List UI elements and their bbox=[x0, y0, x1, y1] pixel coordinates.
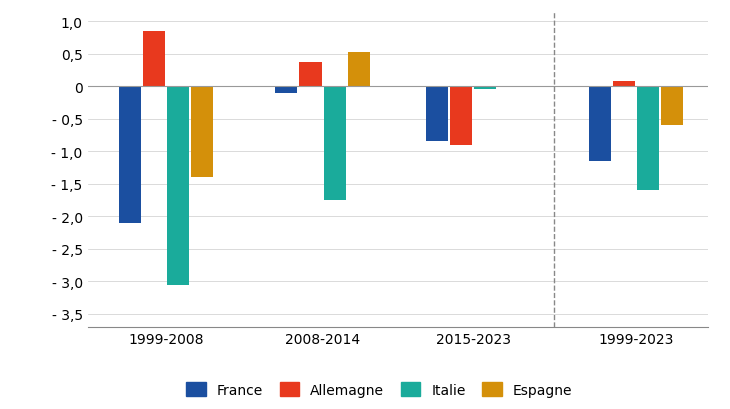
Bar bbox=[498, 87, 520, 88]
Bar bbox=[426, 87, 448, 142]
Bar bbox=[323, 87, 346, 200]
Bar bbox=[299, 63, 322, 87]
Bar bbox=[275, 87, 298, 93]
Legend: France, Allemagne, Italie, Espagne: France, Allemagne, Italie, Espagne bbox=[180, 377, 578, 402]
Bar bbox=[143, 32, 165, 87]
Bar bbox=[612, 82, 635, 87]
Bar bbox=[661, 87, 683, 126]
Bar bbox=[588, 87, 611, 162]
Bar bbox=[637, 87, 659, 191]
Bar bbox=[119, 87, 141, 223]
Bar bbox=[191, 87, 213, 178]
Bar bbox=[167, 87, 189, 285]
Bar bbox=[347, 53, 370, 87]
Bar bbox=[450, 87, 472, 145]
Bar bbox=[474, 87, 496, 90]
